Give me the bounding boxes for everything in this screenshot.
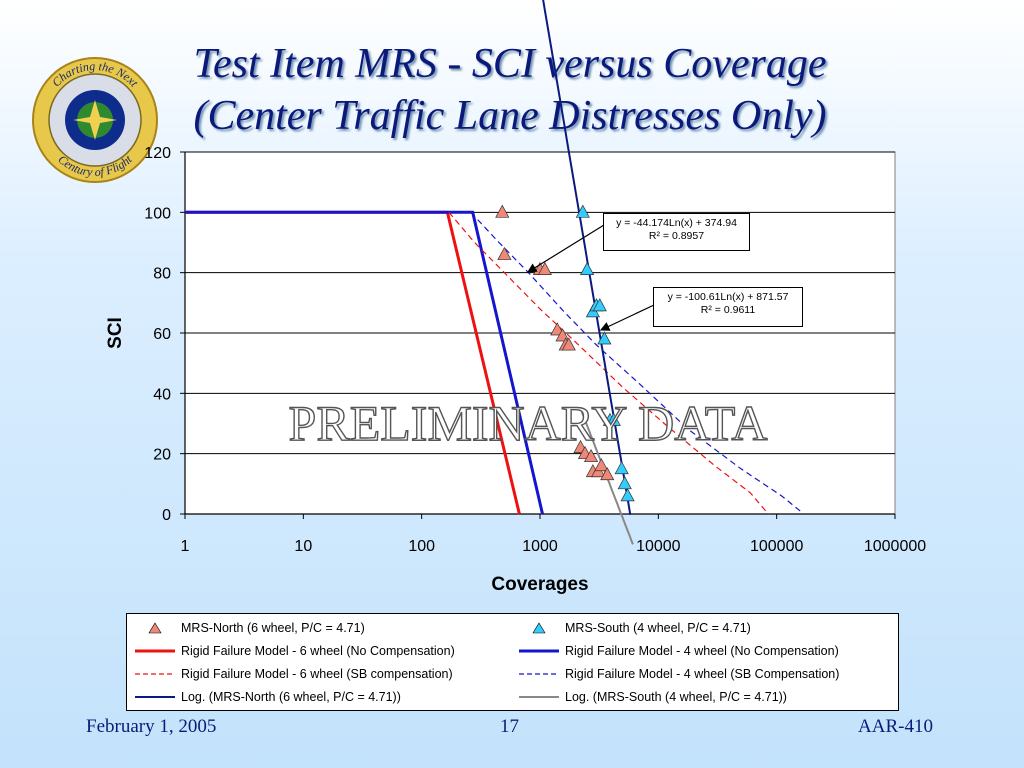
y-tick-label: 0 xyxy=(162,507,171,524)
x-tick-label: 100 xyxy=(408,538,435,555)
y-tick-label: 100 xyxy=(144,205,171,222)
mrs-north-point xyxy=(583,448,599,463)
x-tick-label: 100000 xyxy=(750,538,803,555)
mrs-south-point xyxy=(575,204,590,218)
y-tick-label: 20 xyxy=(153,447,171,464)
x-axis-label: Coverages xyxy=(491,574,588,595)
footer-page-number: 17 xyxy=(500,716,519,737)
x-tick-label: 1 xyxy=(181,538,190,555)
equation-box-south: y = -44.174Ln(x) + 374.94 R² = 0.8957 xyxy=(603,213,750,251)
mrs-south-point xyxy=(597,331,612,345)
mrs-north-point xyxy=(497,246,512,260)
footer-date: February 1, 2005 xyxy=(86,716,217,737)
mrs-south-point xyxy=(614,461,629,475)
footer-code: AAR-410 xyxy=(858,716,933,737)
y-tick-labels: 0 20 40 60 80 100 120 xyxy=(144,145,171,524)
mrs-north-point xyxy=(537,261,552,275)
gridlines xyxy=(180,151,896,519)
legend-label: Rigid Failure Model - 6 wheel (No Compen… xyxy=(181,644,455,658)
x-tick-labels: 1 10 100 1000 10000 100000 1000000 xyxy=(181,538,927,555)
mrs-north-point xyxy=(594,457,609,472)
slide-title: Test Item MRS - SCI versus Coverage (Cen… xyxy=(150,38,870,142)
mrs-north-point xyxy=(495,204,510,218)
legend-label: Rigid Failure Model - 4 wheel (No Compen… xyxy=(565,644,839,658)
legend-label: MRS-North (6 wheel, P/C = 4.71) xyxy=(181,621,365,635)
r2-north: R² = 0.9611 xyxy=(700,304,756,316)
r2-south: R² = 0.8957 xyxy=(648,230,705,242)
watermark-text: PRELIMINARY DATA xyxy=(289,395,768,451)
title-line-1: Test Item MRS - SCI versus Coverage xyxy=(193,41,827,87)
annotation-arrow-north xyxy=(599,304,655,331)
mrs-south-point xyxy=(592,298,607,312)
legend-label: Rigid Failure Model - 4 wheel (SB Compen… xyxy=(565,667,840,681)
equation-south: y = -44.174Ln(x) + 374.94 xyxy=(616,217,737,229)
x-tick-label: 1000 xyxy=(522,538,558,555)
y-tick-label: 60 xyxy=(153,326,171,343)
series-line-4 xyxy=(448,211,769,515)
y-tick-label: 40 xyxy=(153,386,171,403)
series-line-6 xyxy=(542,0,632,515)
series-line-3 xyxy=(185,210,544,515)
mrs-south-point xyxy=(606,412,621,426)
faa-seal-logo: Charting the Next Century of Flight xyxy=(32,57,158,183)
mrs-north-point xyxy=(561,337,576,351)
legend-label: Rigid Failure Model - 6 wheel (SB compen… xyxy=(181,667,453,681)
x-tick-label: 1000000 xyxy=(864,538,926,555)
title-line-2: (Center Traffic Lane Distresses Only) xyxy=(193,93,827,139)
equation-box-north: y = -100.61Ln(x) + 871.57 R² = 0.9611 xyxy=(653,287,803,327)
series-line-5 xyxy=(470,211,805,515)
y-tick-label: 80 xyxy=(153,266,171,283)
legend-label: Log. (MRS-North (6 wheel, P/C = 4.71)) xyxy=(181,690,401,704)
legend-label: Log. (MRS-South (4 wheel, P/C = 4.71)) xyxy=(565,690,787,704)
mrs-south-point xyxy=(620,488,635,502)
x-tick-label: 10000 xyxy=(636,538,681,555)
annotation-arrow-south xyxy=(526,224,605,273)
mrs-south-point xyxy=(617,476,632,490)
mrs-south-point xyxy=(580,261,595,275)
chart-legend: MRS-North (6 wheel, P/C = 4.71) MRS-Sout… xyxy=(126,613,899,711)
y-axis-label: SCI xyxy=(105,317,126,349)
legend-label: MRS-South (4 wheel, P/C = 4.71) xyxy=(565,621,751,635)
mrs-north-point xyxy=(600,467,615,481)
x-tick-label: 10 xyxy=(294,538,312,555)
equation-north: y = -100.61Ln(x) + 871.57 xyxy=(667,291,789,303)
y-tick-label: 120 xyxy=(144,145,171,162)
